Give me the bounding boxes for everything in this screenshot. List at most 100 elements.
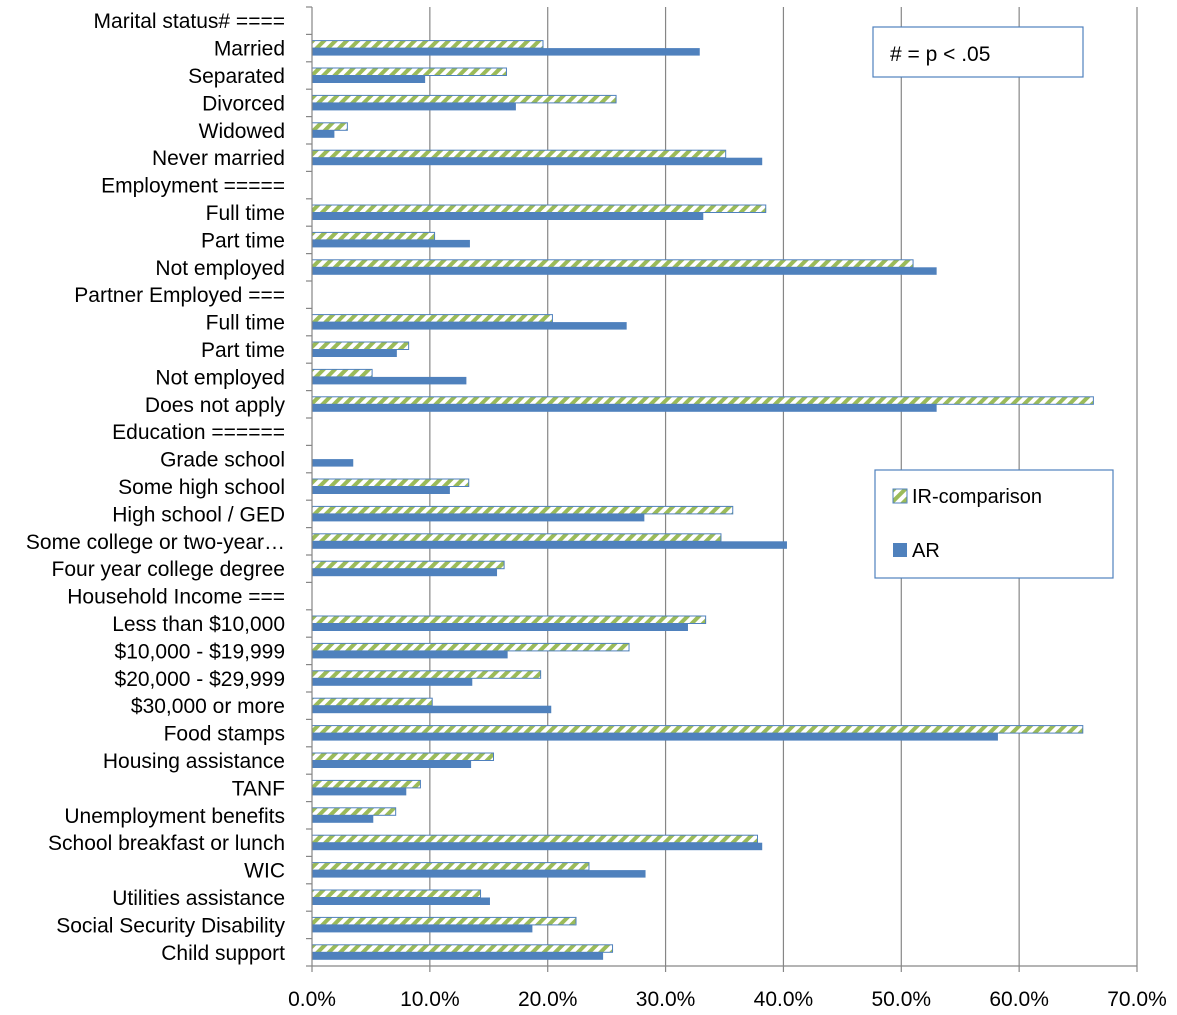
bar-ir-comparison-full-time: [311, 314, 553, 323]
x-tick-labels: 0.0% 10.0% 20.0% 30.0% 40.0% 50.0% 60.0% 70.0%: [288, 988, 1167, 1011]
bar-ar-not-employed: [312, 267, 937, 275]
category-label: Employment =====: [101, 175, 285, 198]
category-label: $30,000 or more: [131, 695, 285, 718]
category-label: Does not apply: [145, 394, 286, 417]
bar-ir-comparison-not-employed: [311, 368, 373, 378]
legend-swatch-ir-comparison: [892, 488, 908, 504]
bar-ar-part-time: [312, 349, 397, 357]
axes: [306, 6, 1138, 972]
bar-ir-comparison-some-college-or-two-year: [311, 533, 722, 542]
bar-ar-food-stamps: [312, 733, 998, 741]
category-label: Full time: [206, 202, 285, 225]
bar-ir-comparison-utilities-assistance: [311, 889, 482, 898]
bar-ir-comparison-does-not-apply: [311, 396, 1094, 405]
x-tick-label: 40.0%: [754, 988, 814, 1010]
bar-ar-never-married: [312, 157, 763, 166]
bar-ir-comparison-school-breakfast-or-lunch: [311, 834, 758, 844]
category-label: TANF: [232, 777, 285, 800]
x-tick-label: 70.0%: [1107, 988, 1167, 1010]
category-label: Household Income ===: [67, 586, 285, 609]
bar-ir-comparison-housing-assistance: [311, 752, 494, 761]
category-label: Married: [214, 38, 285, 61]
bar-ir-comparison-unemployment-benefits: [311, 807, 397, 816]
bar-ar-part-time: [312, 239, 470, 248]
category-label: $10,000 - $19,999: [115, 640, 285, 663]
bar-ir-comparison-separated: [311, 67, 507, 76]
annotation-box: # = p < .05: [872, 26, 1084, 78]
category-label: Food stamps: [164, 723, 285, 746]
bar-ir-comparison-part-time: [311, 341, 410, 350]
category-label: High school / GED: [112, 503, 285, 526]
bar-ar-married: [312, 48, 700, 56]
category-label: School breakfast or lunch: [48, 832, 285, 855]
annotation-text: # = p < .05: [890, 43, 990, 66]
category-label: Never married: [152, 147, 285, 170]
category-label: $20,000 - $29,999: [115, 668, 285, 691]
category-label: Divorced: [202, 92, 285, 115]
category-label: Not employed: [155, 366, 285, 389]
bar-ar-school-breakfast-or-lunch: [312, 842, 763, 851]
bar-ir-comparison-less-than-10-000: [311, 615, 707, 624]
bar-ar-tanf: [312, 787, 407, 796]
bar-ir-comparison-widowed: [311, 122, 348, 131]
bar-ar-does-not-apply: [312, 404, 937, 412]
category-label: Full time: [206, 312, 285, 335]
category-label: WIC: [244, 860, 285, 883]
x-tick-label: 60.0%: [989, 988, 1049, 1010]
legend-swatch-ar: [893, 543, 907, 557]
bar-ar-some-college-or-two-year: [312, 541, 787, 549]
bar-ir-comparison-some-high-school: [311, 478, 470, 487]
category-label: Four year college degree: [52, 558, 285, 581]
bar-ar-full-time: [312, 322, 627, 330]
bar-ar-full-time: [312, 212, 704, 220]
category-label: Grade school: [160, 449, 285, 472]
bar-ir-comparison-high-school-ged: [311, 505, 734, 515]
bar-ir-comparison-child-support: [311, 944, 614, 953]
legend-label-ar: AR: [912, 540, 940, 562]
bar-ir-comparison-full-time: [311, 204, 767, 213]
bar-ar-grade-school: [312, 459, 354, 467]
bar-ar-20-000-29-999: [312, 678, 473, 686]
bar-ar-not-employed: [312, 376, 467, 385]
bar-ar-four-year-college-degree: [312, 568, 498, 577]
category-label: Some college or two-year…: [26, 531, 285, 554]
bar-ar-social-security-disability: [312, 924, 533, 933]
bar-ir-comparison-never-married: [311, 149, 727, 159]
bar-ir-comparison-20-000-29-999: [311, 670, 542, 679]
bar-ar-less-than-10-000: [312, 623, 688, 631]
x-tick-label: 20.0%: [518, 988, 578, 1010]
bar-ar-10-000-19-999: [312, 650, 508, 659]
bar-ar-wic: [312, 870, 646, 878]
bar-ar-30-000-or-more: [312, 705, 552, 714]
bar-ir-comparison-four-year-college-degree: [311, 560, 505, 570]
bar-ar-utilities-assistance: [312, 897, 490, 905]
bar-ar-unemployment-benefits: [312, 815, 374, 823]
bar-ar-housing-assistance: [312, 760, 472, 768]
category-label: Partner Employed ===: [74, 284, 285, 307]
bar-ir-comparison-not-employed: [311, 259, 914, 268]
bar-ir-comparison-social-security-disability: [311, 916, 577, 926]
category-label: Education ======: [112, 421, 285, 444]
category-label: Social Security Disability: [56, 914, 285, 937]
category-label: Not employed: [155, 257, 285, 280]
x-tick-label: 30.0%: [636, 988, 696, 1010]
x-tick-label: 50.0%: [872, 988, 932, 1010]
bar-ar-child-support: [312, 952, 604, 960]
bar-ir-comparison-part-time: [311, 231, 436, 241]
bar-ir-comparison-wic: [311, 862, 590, 871]
bars: [311, 40, 1094, 960]
category-labels: Marital status# ==== Married Separated Divo…: [26, 10, 286, 965]
category-label: Marital status# ====: [94, 10, 285, 33]
bar-ar-some-high-school: [312, 486, 450, 494]
bar-ar-separated: [312, 75, 426, 83]
category-label: Utilities assistance: [112, 887, 285, 910]
x-tick-label: 10.0%: [400, 988, 460, 1010]
bar-ir-comparison-10-000-19-999: [311, 642, 630, 652]
category-label: Part time: [201, 229, 285, 252]
bar-ar-widowed: [312, 130, 335, 138]
bar-ir-comparison-30-000-or-more: [311, 697, 433, 707]
category-label: Separated: [188, 65, 285, 88]
x-tick-label: 0.0%: [288, 988, 336, 1010]
